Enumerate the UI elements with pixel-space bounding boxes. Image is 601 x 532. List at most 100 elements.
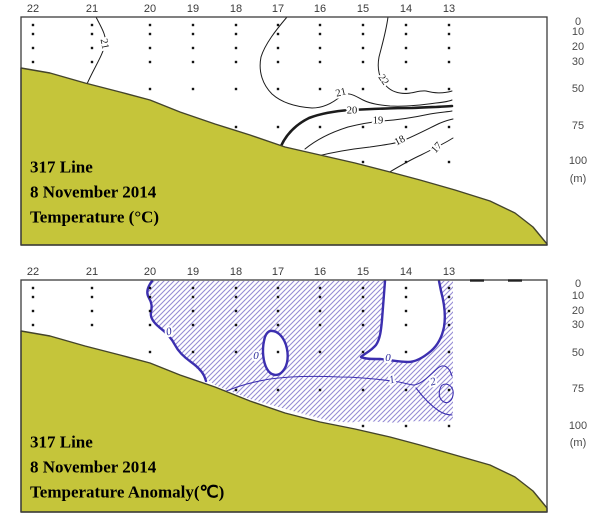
sample-dot: [318, 323, 322, 327]
sample-dot: [404, 424, 408, 428]
sample-dot: [318, 23, 322, 27]
depth-tick-label-0: 0: [575, 278, 581, 290]
sample-dot: [318, 286, 322, 290]
depth-tick-label-100: 100: [569, 155, 587, 167]
panel-temperature: 22 21 20 19 18 17 16 15 14 13 010 20 30 50 75 100 (m) 21 2…: [20, 3, 587, 246]
sample-dot: [31, 60, 35, 64]
sample-dot: [90, 323, 94, 327]
depth-unit-label: (m): [570, 437, 587, 449]
sample-dot: [31, 309, 35, 313]
depth-unit-label: (m): [570, 173, 587, 185]
sample-dot: [148, 60, 152, 64]
sample-dot: [404, 295, 408, 299]
sample-dot: [404, 388, 408, 392]
sample-dot: [191, 309, 195, 313]
sample-dot: [447, 46, 451, 50]
sample-dot: [148, 350, 152, 354]
sample-dot: [148, 309, 152, 313]
station-label-21: 21: [86, 3, 98, 15]
seafloor-land: [20, 67, 548, 246]
contour-line-level-18: [317, 118, 454, 157]
sample-dot: [148, 32, 152, 36]
sample-dot: [234, 388, 238, 392]
depth-tick-label-100: 100: [569, 420, 587, 432]
sample-dot: [191, 32, 195, 36]
sample-dot: [447, 350, 451, 354]
depth-tick-label-50: 50: [572, 347, 584, 359]
depth-tick-label-50: 50: [572, 83, 584, 95]
sample-dot: [361, 309, 365, 313]
sample-dot: [318, 388, 322, 392]
sample-dot: [404, 125, 408, 129]
contour-line-level-19: [304, 110, 453, 150]
sample-dot: [148, 286, 152, 290]
sample-dot: [191, 295, 195, 299]
contour-line-level-1: [221, 365, 453, 394]
sample-dot: [447, 295, 451, 299]
sample-dot: [318, 60, 322, 64]
sample-dot: [31, 295, 35, 299]
station-label-22: 22: [27, 3, 39, 15]
contour-line-level-20: [279, 104, 454, 148]
panel-title-line-1: 317 Line: [30, 433, 93, 452]
panel-border: [20, 279, 548, 513]
sample-dot: [318, 295, 322, 299]
sample-dot: [234, 87, 238, 91]
sample-dot: [276, 23, 280, 27]
sample-dot: [276, 87, 280, 91]
station-label-14: 14: [400, 3, 412, 15]
sample-dot: [276, 295, 280, 299]
panel-title-line-2: 8 November 2014: [30, 183, 157, 202]
sample-dot: [90, 23, 94, 27]
sample-dot: [90, 309, 94, 313]
sample-dot: [361, 23, 365, 27]
station-label-13: 13: [443, 3, 455, 15]
station-label-18: 18: [230, 266, 242, 278]
sample-dot: [361, 424, 365, 428]
sample-dot: [447, 23, 451, 27]
sample-dot: [191, 350, 195, 354]
sample-dot: [447, 424, 451, 428]
sample-dot: [234, 60, 238, 64]
contour-label-0: 0: [253, 350, 259, 362]
contour-label-19: 19: [373, 116, 384, 127]
sample-dot: [318, 309, 322, 313]
sample-dot: [276, 350, 280, 354]
contour-line-level-0: [359, 279, 446, 364]
sample-dot: [191, 23, 195, 27]
sample-dot: [361, 286, 365, 290]
station-label-15: 15: [357, 266, 369, 278]
station-label-22: 22: [27, 266, 39, 278]
sample-dot: [404, 323, 408, 327]
sample-dot: [90, 286, 94, 290]
station-label-13: 13: [443, 266, 455, 278]
contour-line-level-2: [438, 383, 454, 404]
panel-title-line-3: Temperature Anomaly(℃): [30, 483, 224, 502]
sample-dot: [318, 46, 322, 50]
sample-dot: [447, 60, 451, 64]
sample-dot: [31, 286, 35, 290]
sample-dot: [361, 350, 365, 354]
sample-dot: [148, 323, 152, 327]
sample-dot: [234, 32, 238, 36]
station-label-21: 21: [86, 266, 98, 278]
sample-dot: [361, 87, 365, 91]
sample-dot: [276, 286, 280, 290]
sample-dot: [361, 32, 365, 36]
panel-title-line-1: 317 Line: [30, 158, 93, 177]
sample-dot: [447, 87, 451, 91]
sample-dot: [90, 32, 94, 36]
contour-line-level-22: [377, 16, 453, 94]
sample-dot: [148, 87, 152, 91]
sample-dot: [318, 350, 322, 354]
sample-dot: [31, 323, 35, 327]
station-label-17: 17: [272, 266, 284, 278]
panels-root: 22 21 20 19 18 17 16 15 14 1301020305075100(m)212…: [20, 3, 587, 513]
station-label-18: 18: [230, 3, 242, 15]
contour-label-18: 18: [393, 134, 407, 149]
contour-label-17: 17: [429, 140, 444, 155]
station-label-15: 15: [357, 3, 369, 15]
depth-tick-label-20: 20: [572, 305, 584, 317]
